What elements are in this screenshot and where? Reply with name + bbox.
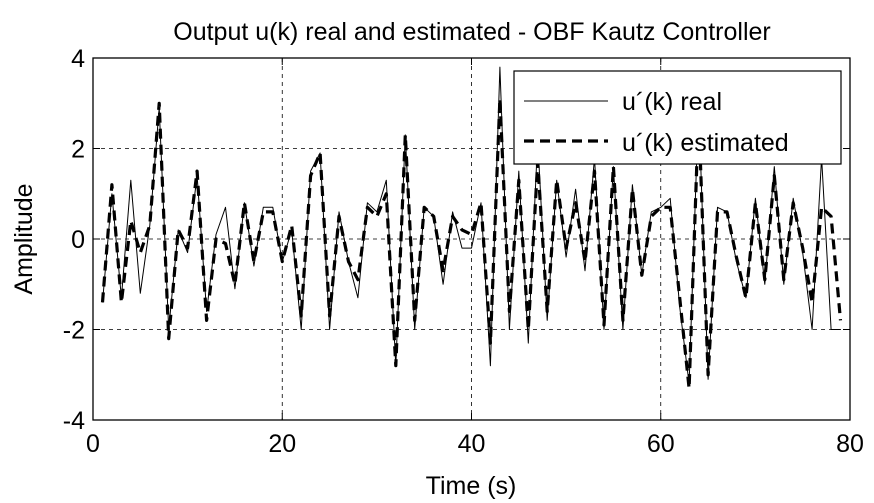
x-tick-label: 40	[458, 430, 486, 458]
y-tick-label: 0	[71, 226, 85, 254]
y-tick-label: -2	[63, 317, 85, 345]
x-axis-label: Time (s)	[426, 472, 517, 500]
x-tick-label: 60	[647, 430, 675, 458]
legend: u´(k) real u´(k) estimated	[513, 70, 842, 165]
grid-lines	[93, 58, 850, 420]
legend-label-estimated: u´(k) estimated	[622, 129, 789, 157]
chart-title: Output u(k) real and estimated - OBF Kau…	[173, 18, 770, 46]
y-axis-label: Amplitude	[10, 183, 38, 294]
x-tick-label: 0	[86, 430, 100, 458]
y-tick-label: 4	[71, 45, 85, 73]
legend-label-real: u´(k) real	[622, 88, 722, 116]
series-line-estimated	[100, 97, 843, 390]
x-tick-label: 80	[836, 430, 864, 458]
series-layer	[100, 66, 843, 390]
tick-marks	[92, 57, 851, 421]
series-line-real	[102, 66, 841, 385]
y-tick-label: -4	[63, 407, 85, 435]
y-tick-label: 2	[71, 136, 85, 164]
x-tick-label: 20	[268, 430, 296, 458]
legend-box	[513, 70, 842, 165]
tick-labels: 0 20 40 60 80 -4 -2 0 2 4	[63, 45, 864, 458]
